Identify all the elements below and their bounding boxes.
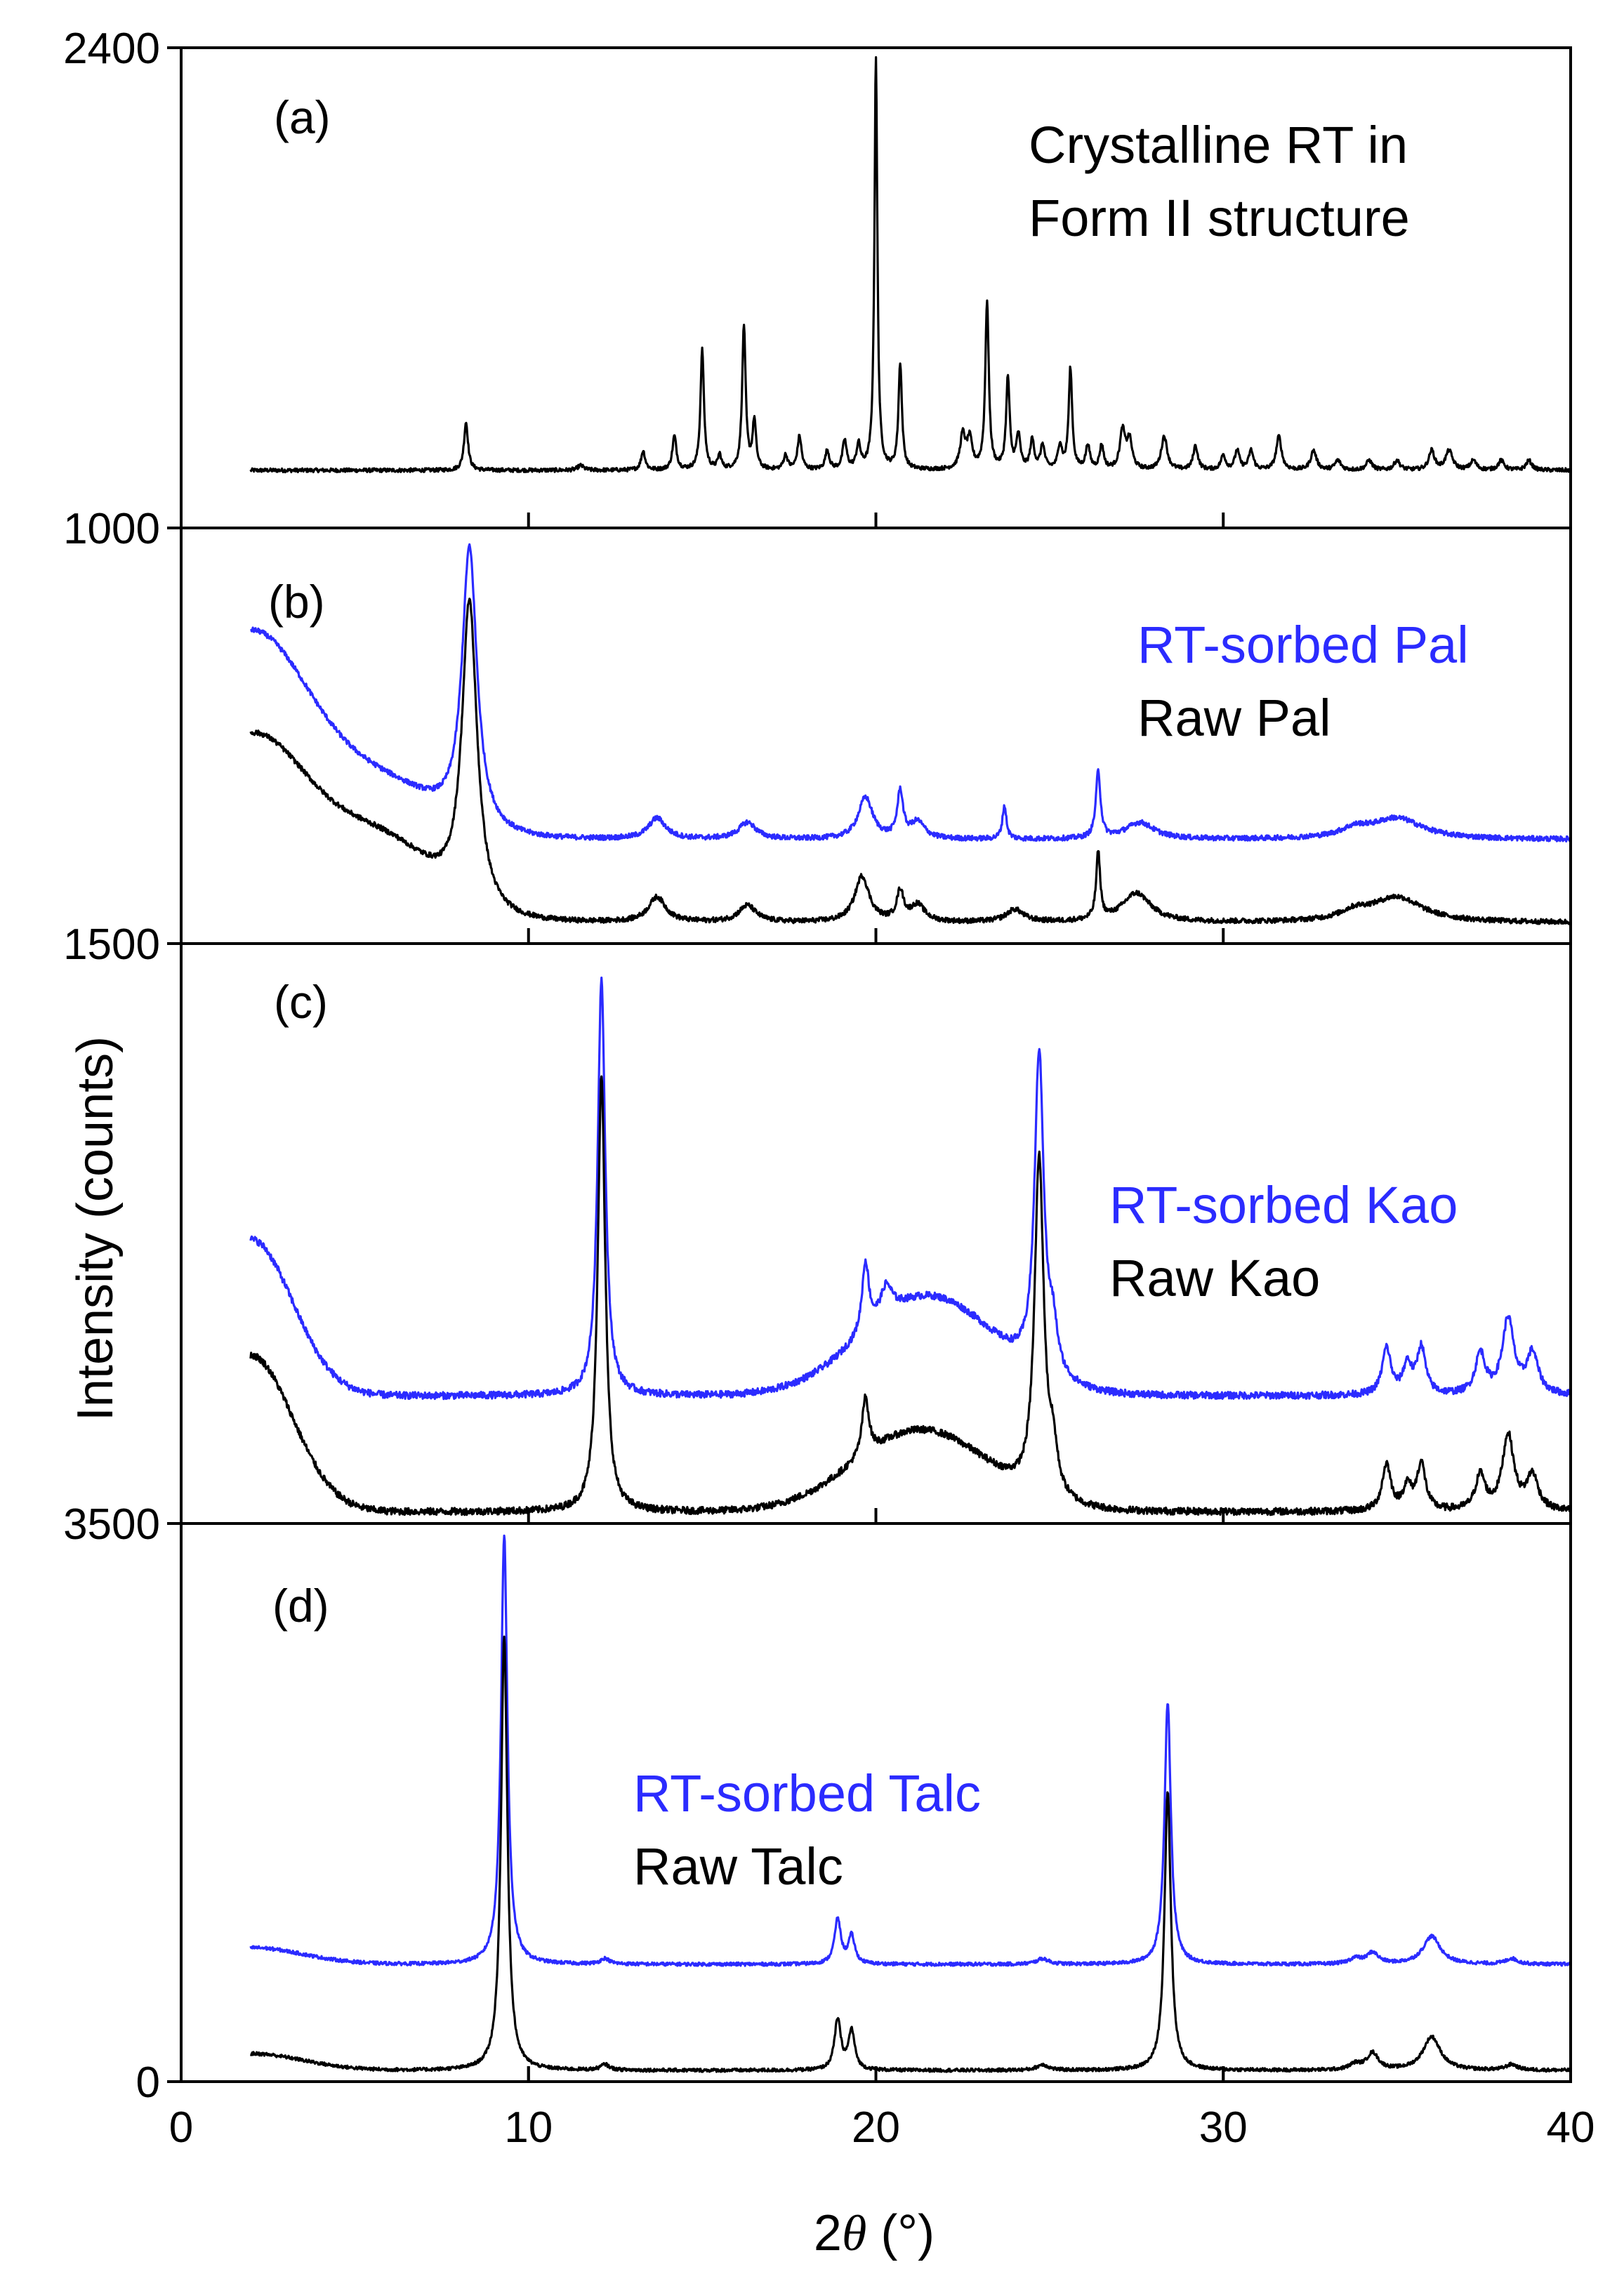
- panel-frame-1: [180, 527, 1572, 945]
- y-tick-label-1: 1000: [63, 505, 160, 553]
- x-axis-title-prefix: 2: [814, 2205, 842, 2261]
- panel-label-1: (b): [268, 576, 325, 628]
- y-tick-label-0: 2400: [63, 25, 160, 73]
- panel-2: (c) RT-sorbed Kao Raw Kao: [249, 976, 1572, 1516]
- panel-label-2: (c): [274, 976, 328, 1028]
- x-tick-label-4: 40: [1547, 2103, 1595, 2152]
- panel-3: (d) RT-sorbed Talc Raw Talc: [249, 1534, 1571, 2073]
- x-tick-label-0: 0: [169, 2103, 193, 2152]
- legend-entry-1-1: Raw Pal: [1137, 689, 1331, 747]
- x-tick-label-1: 10: [504, 2103, 553, 2152]
- panel-0: (a) Crystalline RT in Form II structure: [249, 56, 1571, 474]
- panel-1: (b) RT-sorbed Pal Raw Pal: [249, 543, 1572, 925]
- legend-entry-0-1: Form II structure: [1029, 189, 1410, 247]
- y-tick-label-4: 0: [136, 2058, 160, 2107]
- x-tick-label-2: 20: [852, 2103, 900, 2152]
- panels-group: (a) Crystalline RT in Form II structure (b)…: [249, 56, 1572, 2073]
- y-tick-label-3: 3500: [63, 1500, 160, 1549]
- panel-label-3: (d): [272, 1580, 329, 1632]
- series-line-0-0: [249, 56, 1571, 474]
- series-line-3-1: [249, 1635, 1571, 2073]
- series-line-3-0: [249, 1534, 1571, 1967]
- series-line-1-0: [250, 543, 1572, 842]
- series-line-1-1: [249, 597, 1571, 925]
- x-axis: 0 10 20 30 40: [169, 2066, 1595, 2152]
- legend-entry-2-1: Raw Kao: [1109, 1249, 1320, 1307]
- series-line-2-1: [249, 1075, 1572, 1516]
- series-line-2-0: [249, 977, 1571, 1401]
- x-axis-title-symbol: θ: [842, 2205, 866, 2261]
- legend-entry-3-1: Raw Talc: [633, 1837, 843, 1896]
- legend-entry-0-0: Crystalline RT in: [1029, 116, 1408, 174]
- y-tick-labels: 2400 1000 1500 3500 0: [63, 25, 181, 2107]
- y-tick-label-2: 1500: [63, 920, 160, 969]
- x-axis-title: 2θ (°): [814, 2205, 935, 2261]
- legend-entry-1-0: RT-sorbed Pal: [1137, 616, 1469, 674]
- x-tick-label-3: 30: [1199, 2103, 1248, 2152]
- panel-label-0: (a): [274, 91, 331, 143]
- y-axis-title: Intensity (counts): [67, 1036, 124, 1421]
- x-axis-title-suffix: (°): [866, 2205, 935, 2261]
- legend-entry-2-0: RT-sorbed Kao: [1109, 1176, 1458, 1234]
- legend-entry-3-0: RT-sorbed Talc: [633, 1764, 981, 1823]
